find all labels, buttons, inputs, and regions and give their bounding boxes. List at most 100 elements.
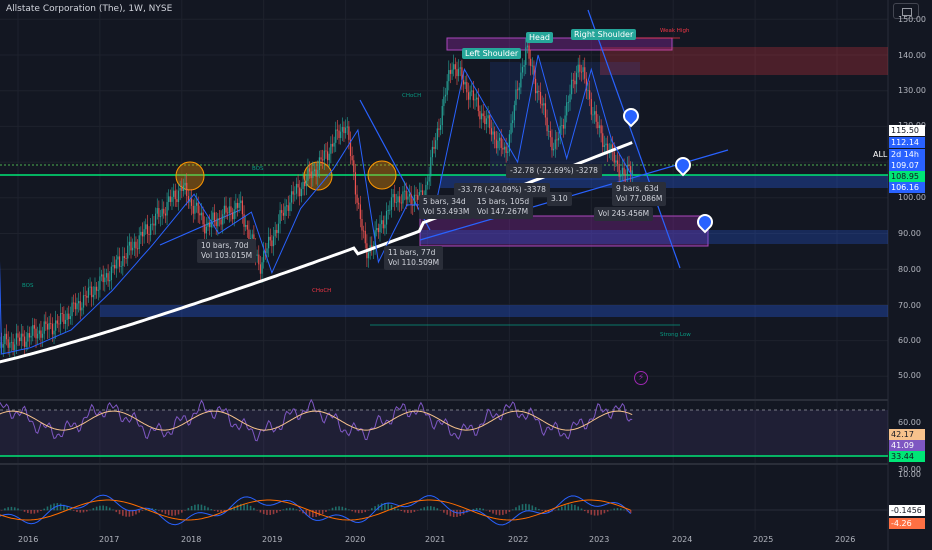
candle-body (549, 130, 551, 138)
candle-body (92, 294, 94, 298)
macd-histogram-bar (541, 510, 543, 511)
candle-body (415, 194, 417, 196)
macd-histogram-bar (76, 510, 78, 513)
head-label[interactable]: Head (526, 32, 553, 43)
macd-histogram-bar (561, 506, 563, 511)
candle-body (63, 313, 65, 324)
macd-histogram-bar (158, 510, 160, 511)
candle-body (120, 265, 122, 267)
candle-body (477, 97, 479, 112)
candle-body (266, 248, 268, 254)
candle-body (428, 176, 430, 182)
candle-body (359, 204, 361, 219)
candle-body (354, 172, 357, 195)
candle-body (379, 224, 381, 233)
rsi-level-badge: 33.44 (889, 451, 925, 462)
candle-body (287, 205, 289, 211)
candle-body (215, 221, 217, 227)
macd-histogram-bar (128, 510, 131, 517)
candle-body (571, 79, 573, 95)
candle-body (123, 256, 126, 258)
candle-body (22, 333, 24, 337)
rsi-ma-badge: 42.17 (889, 429, 925, 440)
candle-body (209, 222, 211, 228)
candle-body (117, 256, 119, 260)
candle-body (276, 229, 278, 233)
fundamentals-icon[interactable]: ⚡ (634, 371, 648, 385)
rsi-band (0, 410, 888, 456)
candle-body (199, 213, 201, 216)
macd-histogram-bar (187, 507, 190, 511)
candle-body (425, 184, 427, 201)
price-tick: 100.00 (898, 193, 926, 202)
candle-body (43, 321, 45, 334)
candle-body (480, 113, 483, 120)
candle-body (310, 171, 312, 179)
fullscreen-icon[interactable] (893, 3, 919, 19)
price-badge-level: 106.16 (889, 182, 925, 193)
candle-body (323, 150, 325, 161)
candle-body (392, 194, 394, 198)
candle-body (476, 97, 478, 100)
candle-body (115, 259, 117, 269)
candle-body (133, 241, 135, 248)
macd-histogram-bar (433, 506, 435, 511)
macd-histogram-bar (282, 509, 285, 511)
macd-histogram-bar (407, 510, 409, 514)
candle-body (621, 167, 624, 176)
candle-body (353, 160, 355, 173)
candle-body (446, 81, 448, 95)
candle-body (389, 209, 391, 211)
symbol-title[interactable]: Allstate Corporation (The), 1W, NYSE (6, 4, 173, 14)
candle-body (325, 150, 327, 152)
candle-body (82, 295, 85, 308)
candle-body (356, 194, 358, 203)
candle-body (128, 241, 130, 246)
candle-body (294, 193, 296, 195)
candle-body (143, 229, 145, 237)
candle-body (536, 90, 538, 94)
left-shoulder-label[interactable]: Left Shoulder (462, 48, 522, 59)
candle-body (515, 89, 517, 106)
candle-body (410, 194, 412, 205)
macd-histogram-bar (338, 506, 340, 511)
candle-body (566, 102, 568, 116)
macd-histogram-bar (95, 506, 98, 511)
candle-body (562, 125, 565, 129)
macd-histogram-bar (148, 508, 150, 511)
candle-body (284, 206, 286, 216)
candle-body (554, 139, 556, 149)
macd-histogram-bar (629, 510, 632, 514)
candle-body (32, 325, 34, 336)
candle-body (385, 211, 388, 225)
macd-histogram-bar (315, 510, 317, 517)
candle-body (521, 66, 524, 73)
candle-body (305, 180, 307, 187)
candle-body (510, 123, 512, 135)
candle-body (97, 289, 99, 291)
candle-body (304, 181, 306, 187)
macd-histogram-bar (89, 509, 91, 511)
candle-body (181, 187, 183, 191)
candle-body (489, 115, 491, 129)
candle-body (290, 191, 293, 203)
macd-histogram-bar (531, 505, 534, 511)
candle-body (135, 241, 137, 249)
right-shoulder-label[interactable]: Right Shoulder (571, 29, 637, 40)
candle-body (535, 78, 537, 94)
candle-body (618, 163, 620, 177)
candle-body (53, 330, 55, 335)
candle-body (286, 205, 288, 207)
macd-histogram-bar (361, 510, 363, 514)
macd-histogram-bar (79, 510, 82, 513)
candle-body (433, 146, 435, 149)
macd-histogram-bar (557, 508, 560, 511)
candle-body (84, 295, 86, 297)
macd-histogram-bar (321, 510, 324, 515)
candle-body (330, 143, 332, 154)
macd-histogram-bar (397, 508, 399, 511)
range-tooltip: 10 bars, 70d Vol 103.015M (197, 239, 257, 263)
candle-body (407, 196, 409, 200)
